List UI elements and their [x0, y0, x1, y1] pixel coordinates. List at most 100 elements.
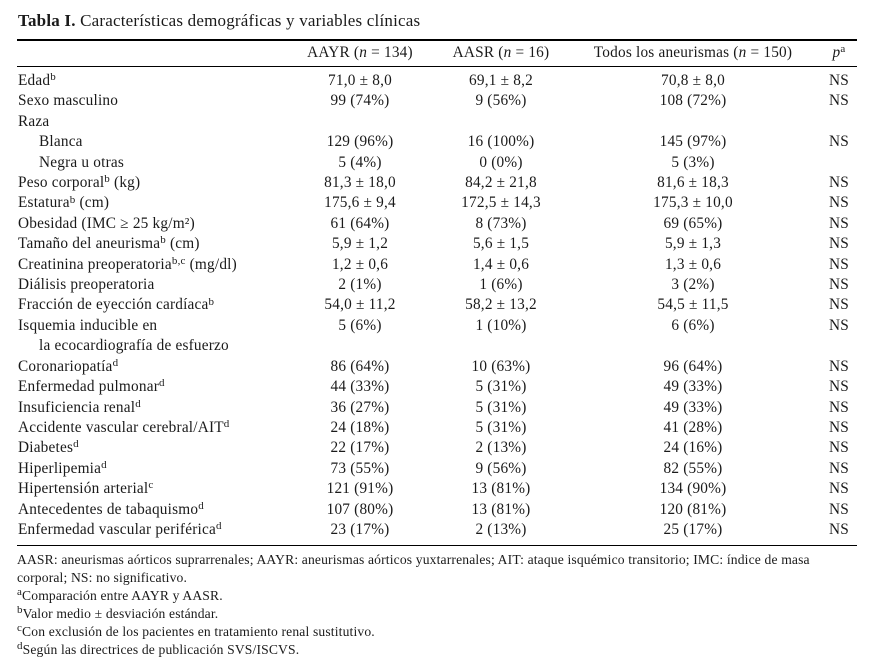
row-label-superscript: d	[159, 377, 165, 390]
cell-value: 134 (90%)	[659, 480, 727, 498]
header-text: = 134)	[367, 44, 413, 61]
cell-value: 96 (64%)	[663, 357, 723, 375]
row-label: Isquemia inducible en la ecocardiografía …	[17, 316, 283, 357]
cell-value: 86 (64%)	[330, 357, 390, 375]
row-label: Antecedentes de tabaquismod	[18, 499, 204, 518]
row-label: Tamaño del aneurismab (cm)	[18, 234, 200, 253]
cell-value: NS	[829, 439, 849, 457]
cell-value	[821, 112, 857, 132]
cell-value: 5 (4%)	[338, 153, 382, 171]
cell-value: 6 (6%)	[671, 316, 715, 334]
row-label-superscript: b	[69, 193, 76, 206]
row-label: Edadb	[18, 71, 56, 89]
demographics-table: AAYR (n = 134) AASR (n = 16) Todos los a…	[17, 39, 857, 547]
row-label: Hipertensión arterialc	[18, 479, 154, 498]
row-label-superscript: b	[50, 71, 56, 84]
table-row: Fracción de eyección cardíacab 54,0 ± 11,…	[17, 295, 857, 315]
row-label-line2: la ecocardiografía de esfuerzo	[39, 337, 229, 355]
table-row: Estaturab (cm) 175,6 ± 9,4 172,5 ± 14,3 175…	[17, 193, 857, 213]
cell-value: 129 (96%)	[326, 133, 394, 151]
cell-value: 1 (10%)	[475, 316, 527, 334]
row-label-superscript: d	[215, 520, 222, 532]
cell-value: 121 (91%)	[326, 480, 394, 498]
cell-value	[565, 112, 821, 132]
footnote: dSegún las directrices de publicación SV…	[17, 640, 300, 658]
cell-value: 49 (33%)	[663, 378, 723, 396]
table-row: Coronariopatíad 86 (64%) 10 (63%) 96 (64%) N…	[17, 357, 857, 377]
header-text: Todos los aneurismas (	[593, 44, 739, 61]
row-label-superscript: b,c	[171, 254, 186, 267]
row-label: Estaturab (cm)	[18, 193, 110, 212]
row-label: Peso corporalb (kg)	[18, 173, 141, 192]
row-label-superscript: d	[223, 417, 230, 430]
cell-value: 175,6 ± 9,4	[324, 194, 396, 212]
header-text: AASR (	[452, 44, 504, 61]
footnotes: AASR: aneurismas aórticos suprarrenales;…	[17, 546, 857, 659]
cell-value: NS	[829, 418, 849, 436]
table-row: Isquemia inducible en la ecocardiografía …	[17, 316, 857, 357]
cell-value: 69 (65%)	[663, 214, 723, 232]
cell-value: 5 (3%)	[671, 153, 715, 171]
cell-value: 2 (13%)	[475, 520, 527, 538]
cell-value: 16 (100%)	[467, 133, 535, 151]
cell-value: NS	[829, 378, 849, 396]
footnote-superscript: a	[17, 586, 23, 599]
cell-value: 10 (63%)	[471, 357, 531, 375]
table-row: Hipertensión arterialc 121 (91%) 13 (81%) 1…	[17, 479, 857, 499]
footnote-superscript: b	[17, 604, 23, 617]
cell-value: NS	[829, 500, 849, 518]
cell-value: 73 (55%)	[330, 459, 390, 477]
header-row: AAYR (n = 134) AASR (n = 16) Todos los a…	[17, 40, 857, 67]
row-label: Hiperlipemiad	[18, 458, 107, 477]
row-label: Accidente vascular cerebral/AITd	[18, 417, 230, 436]
cell-value: 54,0 ± 11,2	[324, 296, 396, 314]
cell-value: 5 (6%)	[338, 316, 382, 334]
header-text: AAYR (	[307, 44, 360, 61]
cell-value: NS	[829, 276, 849, 294]
table-body: Edadb 71,0 ± 8,0 69,1 ± 8,2 70,8 ± 8,0 NS Sex…	[17, 67, 857, 546]
cell-value: 70,8 ± 8,0	[661, 72, 725, 89]
cell-value: NS	[829, 520, 849, 538]
header-col-todos: Todos los aneurismas (n = 150)	[565, 40, 821, 67]
cell-value: NS	[829, 235, 849, 253]
header-italic-n: n	[359, 44, 368, 61]
header-col-aayr: AAYR (n = 134)	[283, 40, 437, 67]
table-row: Diabetesd 22 (17%) 2 (13%) 24 (16%) NS	[17, 438, 857, 458]
cell-value: 44 (33%)	[330, 378, 390, 396]
row-label-superscript: d	[112, 356, 119, 369]
header-italic-p: p	[832, 44, 841, 61]
header-italic-n: n	[738, 44, 747, 61]
table-row: Blanca 129 (96%) 16 (100%) 145 (97%) NS	[17, 132, 857, 152]
cell-value	[821, 153, 857, 173]
table-row: Negra u otras 5 (4%) 0 (0%) 5 (3%)	[17, 153, 857, 173]
cell-value: 3 (2%)	[671, 276, 715, 294]
cell-value: NS	[829, 133, 849, 151]
table-row: Tamaño del aneurismab (cm) 5,9 ± 1,2 5,6 ±…	[17, 234, 857, 254]
row-label: Diabetesd	[18, 438, 79, 457]
cell-value: NS	[829, 459, 849, 477]
cell-value: 2 (13%)	[475, 439, 527, 457]
row-label: Coronariopatíad	[18, 356, 119, 375]
cell-value: 36 (27%)	[330, 398, 390, 416]
table-title: Tabla I. Características demográficas y …	[18, 10, 857, 32]
table-row: Edadb 71,0 ± 8,0 69,1 ± 8,2 70,8 ± 8,0 NS	[17, 67, 857, 92]
table-row: Insuficiencia renald 36 (27%) 5 (31%) 49 (3…	[17, 398, 857, 418]
row-label-superscript: d	[101, 458, 107, 471]
cell-value: 5,9 ± 1,2	[331, 235, 389, 253]
cell-value: NS	[829, 174, 849, 192]
row-label-superscript: d	[135, 397, 141, 410]
header-col-aasr: AASR (n = 16)	[437, 40, 565, 67]
footnote-superscript: c	[17, 622, 23, 635]
cell-value: NS	[829, 214, 849, 232]
cell-value: 5 (31%)	[475, 378, 527, 396]
table-row: Accidente vascular cerebral/AITd 24 (18%)…	[17, 418, 857, 438]
cell-value: 120 (81%)	[659, 500, 727, 518]
cell-value: 61 (64%)	[330, 214, 390, 232]
cell-value: 8 (73%)	[475, 214, 527, 232]
header-sup-a: a	[840, 43, 846, 56]
cell-value: 107 (80%)	[326, 500, 394, 518]
row-label: Negra u otras	[39, 153, 124, 171]
row-label: Insuficiencia renald	[18, 397, 141, 416]
cell-value: 108 (72%)	[659, 92, 727, 110]
